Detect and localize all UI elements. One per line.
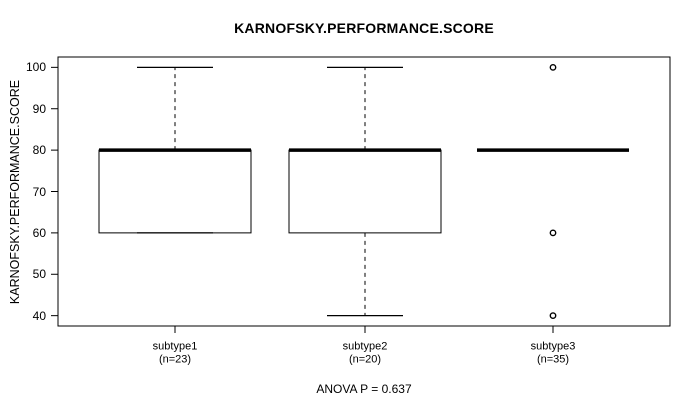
- iqr-box: [288, 149, 442, 234]
- plot-border: [57, 56, 671, 327]
- x-category-count: (n=23): [158, 353, 192, 366]
- outlier-point: [549, 229, 557, 237]
- iqr-box: [98, 149, 252, 234]
- x-category-label: subtype2: [342, 340, 388, 353]
- anova-annotation: ANOVA P = 0.637: [316, 382, 412, 396]
- y-tick-label: 80: [32, 143, 46, 158]
- x-category-count: (n=20): [348, 353, 382, 366]
- y-tick-label: 40: [32, 308, 46, 323]
- y-tick-label: 70: [32, 184, 46, 199]
- x-category-label: subtype3: [530, 340, 576, 353]
- outlier-point: [549, 63, 557, 71]
- outlier-point: [549, 312, 557, 320]
- x-category-label: subtype1: [152, 340, 198, 353]
- y-tick-label: 50: [32, 267, 46, 282]
- y-tick-label: 90: [32, 101, 46, 116]
- y-tick-label: 60: [32, 225, 46, 240]
- chart-title: KARNOFSKY.PERFORMANCE.SCORE: [234, 20, 494, 36]
- y-tick-label: 100: [25, 60, 46, 75]
- x-category-count: (n=35): [536, 353, 570, 366]
